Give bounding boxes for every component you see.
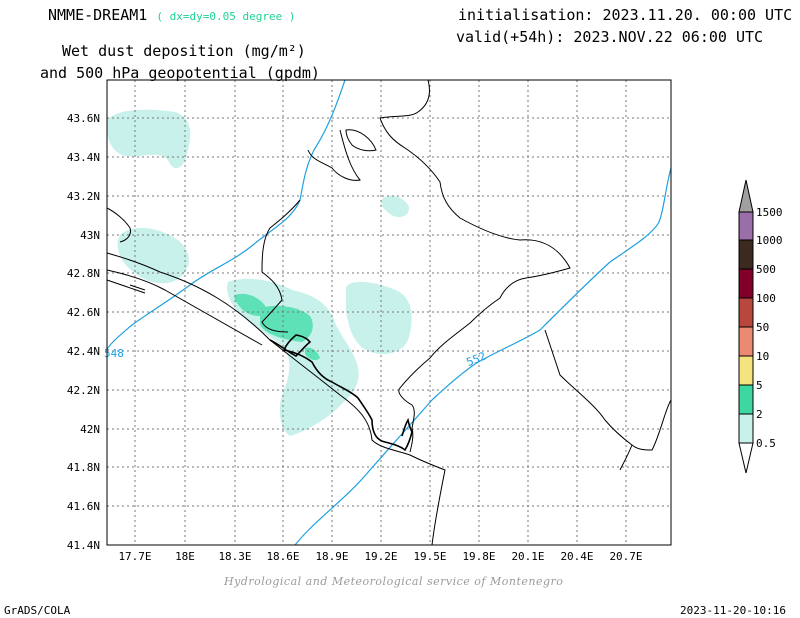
coastline (269, 334, 413, 452)
legend-label: 500 (756, 263, 776, 276)
valid-time: valid(+54h): 2023.NOV.22 06:00 UTC (456, 28, 764, 46)
footer-software: GrADS/COLA (4, 604, 71, 617)
lat-label: 41.4N (67, 539, 100, 552)
lat-label: 42.2N (67, 384, 100, 397)
legend-swatch (738, 211, 754, 241)
legend-swatch (738, 326, 754, 357)
footer-timestamp: 2023-11-20-10:16 (680, 604, 786, 617)
legend-swatch (738, 355, 754, 386)
lat-label: 42.6N (67, 306, 100, 319)
lon-label: 19.5E (413, 550, 446, 563)
lon-label: 18.3E (218, 550, 251, 563)
legend-label: 1000 (756, 234, 783, 247)
lat-label: 43.6N (67, 112, 100, 125)
model-name: NMME-DREAM1 (48, 6, 148, 24)
legend-label: 10 (756, 350, 769, 363)
legend-label: 50 (756, 321, 769, 334)
lon-label: 20.1E (511, 550, 544, 563)
contour-label-548: 548 (104, 347, 124, 360)
lat-label: 43.2N (67, 190, 100, 203)
model-resolution: ( dx=dy=0.05 degree ) (156, 10, 296, 23)
lon-label: 18.9E (315, 550, 348, 563)
legend-label: 0.5 (756, 437, 776, 450)
lat-label: 41.8N (67, 461, 100, 474)
deposition-medium-areas (234, 293, 320, 361)
lon-label: 19.8E (462, 550, 495, 563)
legend-swatch (738, 239, 754, 270)
lat-label: 43N (80, 229, 100, 242)
lon-label: 17.7E (118, 550, 151, 563)
legend-swatch (738, 297, 754, 328)
legend-label: 5 (756, 379, 763, 392)
geopotential-contours (106, 79, 672, 546)
lat-label: 42.8N (67, 267, 100, 280)
legend-swatch (738, 413, 754, 444)
lat-label: 42.4N (67, 345, 100, 358)
legend-label: 100 (756, 292, 776, 305)
map-title-line1: Wet dust deposition (mg/m²) (62, 42, 306, 60)
legend-label: 1500 (756, 206, 783, 219)
lat-label: 42N (80, 423, 100, 436)
lon-label: 19.2E (364, 550, 397, 563)
lon-label: 20.7E (609, 550, 642, 563)
legend-swatch (738, 384, 754, 415)
legend-bottom-arrow (738, 442, 754, 474)
init-time: initialisation: 2023.11.20. 00:00 UTC (458, 6, 793, 24)
footer-credit: Hydrological and Meteorological service … (224, 575, 564, 588)
map-title-line2: and 500 hPa geopotential (gpdm) (40, 64, 320, 82)
lat-label: 43.4N (67, 151, 100, 164)
lon-label: 18E (175, 550, 195, 563)
legend-top-arrow (738, 179, 754, 213)
color-legend (738, 179, 754, 474)
legend-swatch (738, 268, 754, 299)
map-frame (106, 79, 672, 546)
contour-label-552: 552 (465, 349, 488, 368)
country-borders (106, 79, 672, 546)
legend-label: 2 (756, 408, 763, 421)
latlon-grid (107, 80, 671, 545)
lon-label: 18.6E (266, 550, 299, 563)
lat-label: 41.6N (67, 500, 100, 513)
lon-label: 20.4E (560, 550, 593, 563)
